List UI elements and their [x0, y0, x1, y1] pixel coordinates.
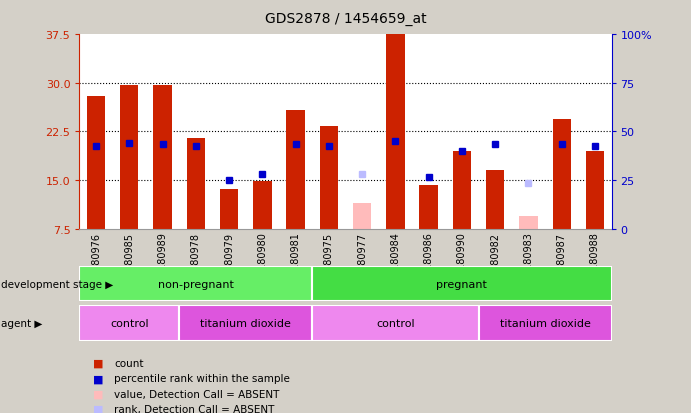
Bar [220, 190, 238, 229]
Bar [79, 266, 312, 301]
Text: ■: ■ [93, 389, 104, 399]
Text: non-pregnant: non-pregnant [158, 279, 234, 289]
Bar [153, 85, 172, 229]
Bar [312, 266, 612, 301]
Text: rank, Detection Call = ABSENT: rank, Detection Call = ABSENT [114, 404, 274, 413]
Bar [586, 152, 604, 229]
Bar [253, 182, 272, 229]
Text: value, Detection Call = ABSENT: value, Detection Call = ABSENT [114, 389, 279, 399]
Bar [519, 216, 538, 229]
Bar [386, 35, 404, 229]
Bar [478, 306, 612, 341]
Bar [419, 186, 438, 229]
Text: percentile rank within the sample: percentile rank within the sample [114, 373, 290, 383]
Text: development stage ▶: development stage ▶ [1, 279, 113, 289]
Text: count: count [114, 358, 144, 368]
Text: ■: ■ [93, 373, 104, 383]
Text: control: control [376, 318, 415, 328]
Bar [486, 171, 504, 229]
Bar [79, 306, 179, 341]
Text: GDS2878 / 1454659_at: GDS2878 / 1454659_at [265, 12, 426, 26]
Bar [553, 119, 571, 229]
Bar [353, 203, 371, 229]
Bar [120, 85, 138, 229]
Bar [453, 152, 471, 229]
Bar [320, 127, 338, 229]
Bar [87, 97, 105, 229]
Text: pregnant: pregnant [437, 279, 487, 289]
Bar [287, 111, 305, 229]
Bar [179, 306, 312, 341]
Text: titanium dioxide: titanium dioxide [200, 318, 291, 328]
Bar [312, 306, 478, 341]
Text: ■: ■ [93, 358, 104, 368]
Text: titanium dioxide: titanium dioxide [500, 318, 591, 328]
Text: control: control [110, 318, 149, 328]
Text: agent ▶: agent ▶ [1, 318, 42, 328]
Text: ■: ■ [93, 404, 104, 413]
Bar [187, 139, 205, 229]
